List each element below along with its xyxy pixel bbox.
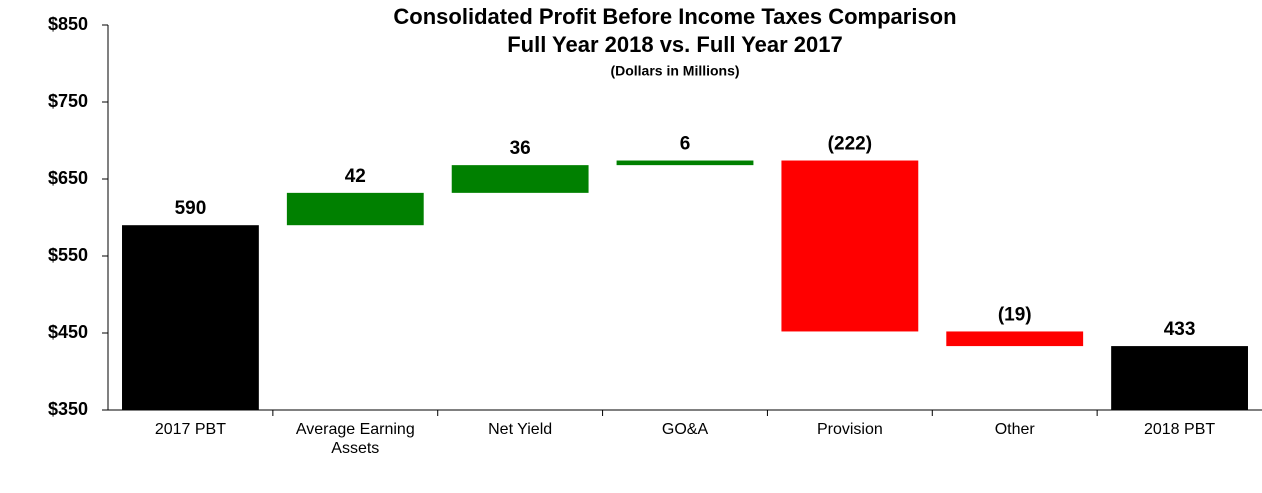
value-label: 42 bbox=[345, 166, 366, 187]
chart-title: Consolidated Profit Before Income Taxes … bbox=[393, 4, 956, 29]
value-label: 433 bbox=[1164, 319, 1196, 340]
chart-subtitle: Full Year 2018 vs. Full Year 2017 bbox=[507, 32, 843, 57]
value-label: (222) bbox=[828, 134, 872, 155]
bar bbox=[451, 165, 589, 193]
y-tick-label: $750 bbox=[48, 91, 88, 111]
y-tick-label: $650 bbox=[48, 168, 88, 188]
y-tick-label: $550 bbox=[48, 245, 88, 265]
x-tick-label: Provision bbox=[816, 421, 883, 438]
bar bbox=[286, 192, 424, 226]
value-label: 36 bbox=[510, 138, 531, 159]
y-tick-label: $450 bbox=[48, 322, 88, 342]
x-tick-label: Net Yield bbox=[488, 421, 553, 438]
bar bbox=[122, 225, 259, 410]
value-label: 590 bbox=[175, 198, 207, 219]
x-tick-label: Other bbox=[994, 421, 1035, 438]
x-tick-label: 2018 PBT bbox=[1143, 421, 1216, 438]
value-label: 6 bbox=[680, 134, 691, 155]
y-tick-label: $850 bbox=[48, 14, 88, 34]
bar bbox=[946, 331, 1084, 347]
x-tick-label: 2017 PBT bbox=[154, 421, 226, 438]
x-tick-label: Average Earning Assets bbox=[295, 421, 415, 457]
bar bbox=[616, 160, 754, 166]
value-label: (19) bbox=[998, 304, 1032, 325]
chart-note: (Dollars in Millions) bbox=[610, 63, 739, 79]
x-tick-label: GO&A bbox=[661, 421, 709, 438]
bar bbox=[1111, 346, 1248, 410]
bar bbox=[781, 160, 919, 332]
y-tick-label: $350 bbox=[48, 399, 88, 419]
